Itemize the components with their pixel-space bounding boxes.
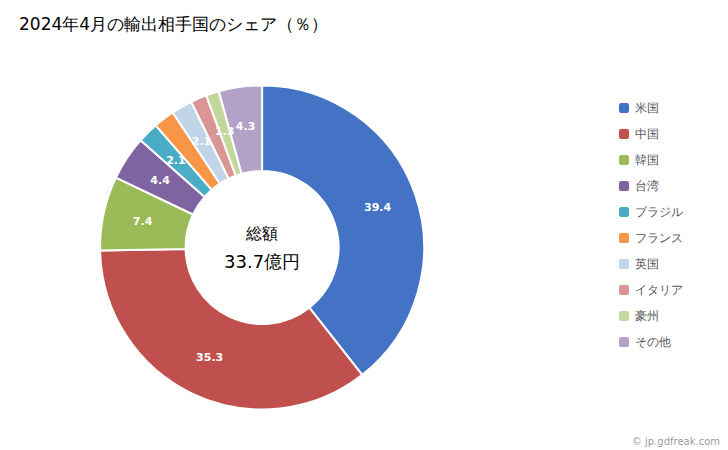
svg-text:1.3: 1.3: [215, 125, 235, 138]
svg-text:イタリア: イタリア: [635, 283, 683, 297]
svg-text:その他: その他: [635, 335, 671, 349]
svg-text:総額: 総額: [245, 224, 278, 243]
svg-text:英国: 英国: [635, 257, 659, 271]
svg-text:中国: 中国: [635, 127, 659, 141]
svg-text:韓国: 韓国: [635, 153, 659, 167]
svg-text:4.3: 4.3: [236, 120, 256, 133]
svg-text:4.4: 4.4: [150, 174, 170, 187]
svg-text:台湾: 台湾: [635, 179, 659, 193]
svg-text:2.1: 2.1: [192, 135, 212, 148]
svg-text:2.1: 2.1: [166, 154, 186, 167]
svg-text:フランス: フランス: [635, 231, 683, 245]
svg-text:33.7億円: 33.7億円: [224, 251, 300, 272]
svg-text:豪州: 豪州: [635, 309, 659, 323]
svg-text:7.4: 7.4: [133, 215, 153, 228]
svg-text:2024年4月の輸出相手国のシェア（％）: 2024年4月の輸出相手国のシェア（％）: [19, 14, 328, 34]
svg-text:35.3: 35.3: [196, 351, 223, 364]
svg-text:© jp.gdfreak.com: © jp.gdfreak.com: [632, 436, 720, 447]
svg-text:米国: 米国: [635, 101, 659, 115]
svg-text:ブラジル: ブラジル: [635, 205, 683, 219]
svg-text:39.4: 39.4: [364, 201, 391, 214]
